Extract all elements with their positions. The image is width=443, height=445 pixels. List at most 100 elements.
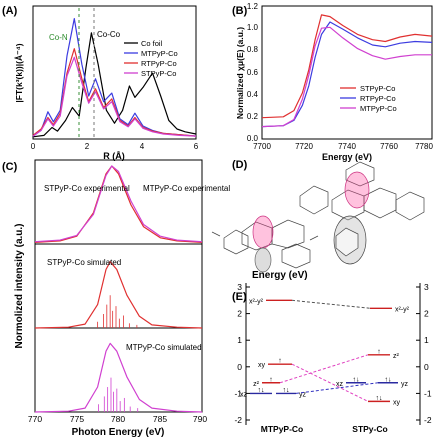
e-ytick-label-left-0: -2: [234, 415, 242, 425]
panel-b-series: [261, 14, 433, 128]
e-electrons-right-4: ↑↓: [376, 395, 383, 402]
b-ytick-2: 0.4: [247, 90, 259, 99]
a-series-line-2: [32, 48, 197, 137]
e-ytick-label-right-5: 3: [424, 282, 429, 292]
panel-b-axes: [261, 5, 433, 140]
e-level-label-left-0: x²-y²: [249, 298, 264, 305]
legend-b-label-0: STPyP-Co: [360, 84, 395, 93]
c3-series-line-0: [34, 342, 203, 413]
c2-series-line-0: [34, 261, 203, 329]
c2-label: STPyP-Co simulated: [47, 258, 121, 267]
e-ytick-label-left-5: 3: [237, 282, 242, 292]
b-ytick-6: 1.2: [247, 2, 259, 11]
molecule-left: [211, 215, 319, 273]
c-xtick-1: 775: [70, 414, 84, 424]
c1-label-mt: MTPyP-Co experimental: [143, 184, 230, 193]
c1-series-line-0: [34, 165, 203, 243]
e-level-label-right-1: z²: [393, 353, 400, 360]
e-electrons-left-1: ↑: [278, 358, 282, 365]
b-ytick-0: 0.0: [247, 134, 259, 143]
panel-a-xlabel: R (Å): [103, 151, 125, 161]
panel-a-xticks: 0 2 4 6: [31, 142, 199, 151]
b-ytick-1: 0.2: [247, 112, 259, 121]
panel-b-legend: STPyP-Co RTPyP-Co MTPyP-Co: [340, 84, 397, 113]
panel-a-ylabel: |FT(k³(k))|(Å⁻⁴): [14, 43, 24, 102]
legend-a-label-1: MTPyP-Co: [141, 49, 178, 58]
panel-e-title: Energy (eV): [252, 270, 308, 281]
b-series-line-0: [261, 14, 433, 119]
legend-b-label-1: RTPyP-Co: [360, 94, 396, 103]
panel-a-legend: Co foil MTPyP-Co RTPyP-Co STPyP-Co: [124, 39, 178, 78]
e-link-3: [295, 382, 379, 394]
c1-series-line-1: [34, 165, 203, 243]
a-series-line-1: [32, 18, 197, 137]
panel-b-yticks: 0.0 0.2 0.4 0.6 0.8 1.0 1.2: [247, 2, 259, 143]
e-ytick-label-right-2: 0: [424, 362, 429, 372]
e-ytick-label-left-2: 0: [237, 362, 242, 372]
c-xtick-3: 785: [153, 414, 167, 424]
e-electrons-right-3: ↑↓: [385, 376, 392, 383]
b-xtick-0: 7700: [253, 142, 271, 151]
b-series-line-1: [261, 21, 433, 128]
e-level-label-left-3: xz: [240, 391, 248, 398]
b-xtick-2: 7740: [338, 142, 356, 151]
e-level-label-right-0: x²-y²: [395, 306, 410, 313]
panel-label-d: (D): [232, 159, 248, 171]
e-level-label-left-1: xy: [258, 362, 266, 369]
c-xtick-0: 770: [28, 414, 42, 424]
panel-c2-axes: [34, 243, 203, 329]
e-electrons-right-2: ↑↓: [353, 376, 360, 383]
panel-b-xticks: 7700 7720 7740 7760 7780: [253, 142, 433, 151]
c-xtick-2: 780: [111, 414, 125, 424]
panel-c3-axes: [34, 327, 203, 413]
e-level-label-left-2: z²: [253, 381, 260, 388]
b-xtick-4: 7780: [415, 142, 433, 151]
molecule-right: [299, 161, 425, 265]
panel-c-series: [34, 165, 203, 413]
e-link-2: [279, 354, 369, 384]
panel-c-xticks: 770 775 780 785 790: [28, 414, 207, 424]
b-ytick-4: 0.8: [247, 45, 259, 54]
a-series-line-3: [32, 56, 197, 137]
legend-a-label-2: RTPyP-Co: [141, 59, 177, 68]
e-level-label-right-2: xz: [336, 381, 344, 388]
panel-label-b: (B): [232, 5, 248, 17]
c1-label-st: STPyP-Co experimental: [44, 184, 130, 193]
e-link-0: [291, 299, 371, 309]
c3-label: MTPyP-Co simulated: [126, 343, 202, 352]
e-ytick-label-right-0: -2: [424, 415, 432, 425]
panel-label-c: (C): [2, 161, 18, 173]
a-xtick-3: 6: [194, 142, 199, 151]
panel-b-xlabel: Energy (eV): [322, 152, 372, 162]
legend-a-label-0: Co foil: [141, 39, 163, 48]
b-xtick-1: 7720: [295, 142, 313, 151]
e-electrons-left-3: ↑↓: [258, 387, 265, 394]
e-level-label-right-3: yz: [401, 381, 409, 388]
b-ytick-3: 0.6: [247, 68, 259, 77]
panel-e-ticks: -2 -2 -1 -1 0 0 1 1 2 2 3 3: [234, 282, 431, 425]
e-electrons-left-2: ↑: [269, 376, 273, 383]
e-link-1: [291, 363, 369, 402]
e-ytick-label-left-3: 1: [237, 335, 242, 345]
e-ytick-label-right-3: 1: [424, 335, 429, 345]
e-level-label-left-4: yz: [299, 391, 307, 398]
a-xtick-2: 4: [140, 142, 145, 151]
e-ytick-label-left-4: 2: [237, 309, 242, 319]
panel-label-a: (A): [2, 5, 18, 17]
e-level-label-right-4: xy: [393, 399, 401, 406]
c-xtick-4: 790: [193, 414, 207, 424]
e-ytick-label-right-1: -1: [424, 388, 432, 398]
panel-b-ylabel: Normalized χμ(E) (a.u.): [235, 27, 245, 119]
legend-b-label-2: MTPyP-Co: [360, 104, 397, 113]
a-xtick-1: 2: [85, 142, 90, 151]
panel-e-label-right: STPy-Co: [352, 424, 387, 434]
a-series-line-0: [32, 32, 197, 138]
co-n-label: Co-N: [49, 33, 68, 42]
panel-c-xlabel: Photon Energy (eV): [72, 427, 165, 438]
b-series-line-2: [261, 26, 432, 128]
panel-c-ylabel: Normolized intensity (a.u.): [14, 223, 25, 348]
a-xtick-0: 0: [31, 142, 36, 151]
panel-label-e: (E): [232, 291, 247, 303]
